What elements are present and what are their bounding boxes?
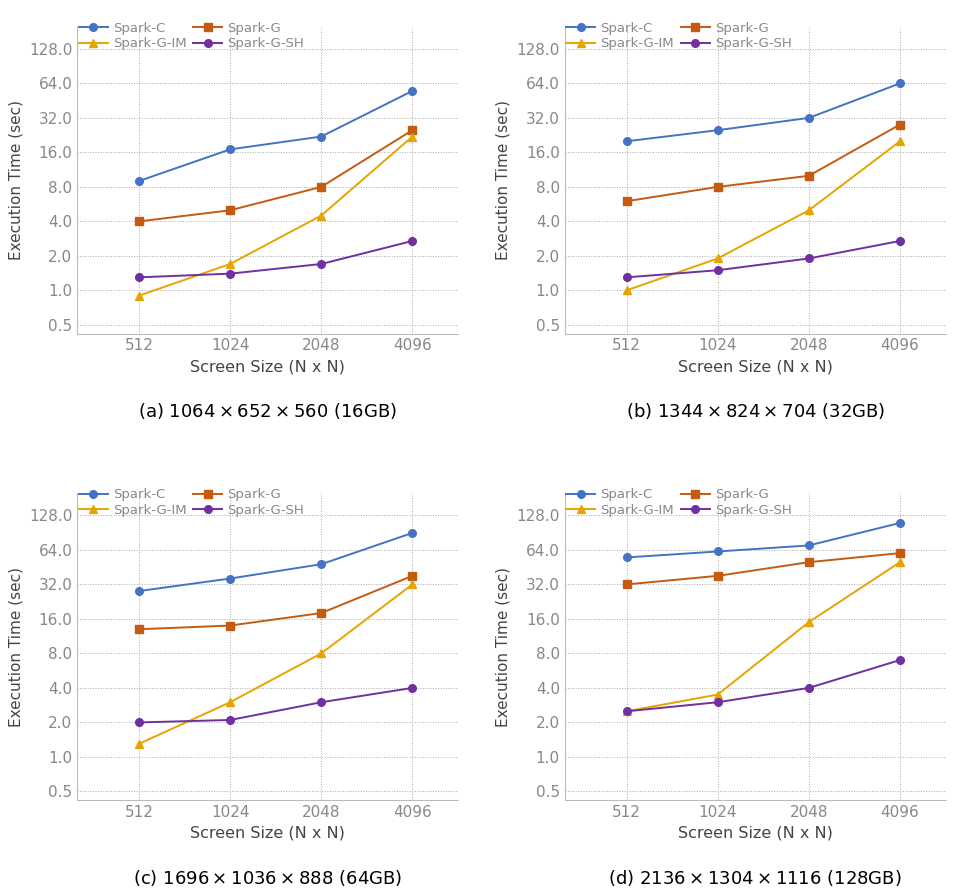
Line: Spark-G: Spark-G xyxy=(622,549,904,589)
Spark-G-SH xyxy=(406,683,418,693)
Spark-G-IM xyxy=(406,579,418,589)
Spark-C xyxy=(620,136,632,147)
Spark-G-IM xyxy=(895,557,906,567)
Spark-G-SH xyxy=(712,697,724,708)
Text: (a) $1064 \times 652 \times 560$ (16GB): (a) $1064 \times 652 \times 560$ (16GB) xyxy=(138,401,398,421)
Spark-C xyxy=(803,113,814,124)
Spark-G-IM xyxy=(316,648,327,659)
Spark-G-IM xyxy=(803,617,814,628)
Legend: Spark-C, Spark-G-IM, Spark-G, Spark-G-SH: Spark-C, Spark-G-IM, Spark-G, Spark-G-SH xyxy=(77,20,305,52)
Spark-G xyxy=(712,571,724,581)
Spark-G-IM xyxy=(406,132,418,142)
Line: Spark-C: Spark-C xyxy=(622,519,904,561)
Spark-G xyxy=(620,579,632,589)
Line: Spark-G: Spark-G xyxy=(135,126,416,225)
Spark-C xyxy=(620,552,632,563)
Spark-G-IM xyxy=(224,697,235,708)
Spark-G-SH xyxy=(224,715,235,725)
Legend: Spark-C, Spark-G-IM, Spark-G, Spark-G-SH: Spark-C, Spark-G-IM, Spark-G, Spark-G-SH xyxy=(77,487,305,518)
Line: Spark-G: Spark-G xyxy=(622,121,904,205)
Spark-G-SH xyxy=(133,272,145,283)
Spark-G xyxy=(406,571,418,581)
Spark-G xyxy=(224,205,235,216)
Y-axis label: Execution Time (sec): Execution Time (sec) xyxy=(9,566,23,726)
Spark-G-SH xyxy=(895,654,906,665)
Spark-G xyxy=(224,621,235,631)
Spark-G xyxy=(316,181,327,192)
Spark-C xyxy=(133,586,145,597)
Spark-G-SH xyxy=(620,272,632,283)
Spark-G-IM xyxy=(620,285,632,296)
Spark-G-SH xyxy=(316,259,327,269)
Line: Spark-G-IM: Spark-G-IM xyxy=(135,132,416,300)
Spark-G xyxy=(316,608,327,619)
Line: Spark-G: Spark-G xyxy=(135,572,416,633)
Spark-G-IM xyxy=(133,739,145,749)
Spark-C xyxy=(224,144,235,155)
Spark-G xyxy=(803,171,814,181)
Spark-G xyxy=(895,548,906,558)
Legend: Spark-C, Spark-G-IM, Spark-G, Spark-G-SH: Spark-C, Spark-G-IM, Spark-G, Spark-G-SH xyxy=(565,487,793,518)
Line: Spark-G-SH: Spark-G-SH xyxy=(135,237,416,281)
Line: Spark-C: Spark-C xyxy=(622,80,904,145)
Text: (b) $1344 \times 824 \times 704$ (32GB): (b) $1344 \times 824 \times 704$ (32GB) xyxy=(625,401,885,421)
Spark-G-SH xyxy=(620,706,632,717)
Spark-G-SH xyxy=(803,253,814,264)
Line: Spark-G-SH: Spark-G-SH xyxy=(622,656,904,715)
Line: Spark-C: Spark-C xyxy=(135,87,416,185)
Spark-G-SH xyxy=(803,683,814,693)
Line: Spark-G-SH: Spark-G-SH xyxy=(135,685,416,726)
Spark-G-SH xyxy=(406,236,418,246)
Spark-G-SH xyxy=(712,265,724,276)
Spark-C xyxy=(712,124,724,135)
Spark-G-IM xyxy=(224,259,235,269)
Legend: Spark-C, Spark-G-IM, Spark-G, Spark-G-SH: Spark-C, Spark-G-IM, Spark-G, Spark-G-SH xyxy=(565,20,793,52)
Spark-C xyxy=(406,85,418,96)
Line: Spark-G-IM: Spark-G-IM xyxy=(135,581,416,748)
Spark-C xyxy=(224,573,235,584)
X-axis label: Screen Size (N x N): Screen Size (N x N) xyxy=(190,826,345,840)
Y-axis label: Execution Time (sec): Execution Time (sec) xyxy=(496,566,511,726)
Spark-C xyxy=(316,132,327,142)
X-axis label: Screen Size (N x N): Screen Size (N x N) xyxy=(677,826,833,840)
Spark-G-SH xyxy=(316,697,327,708)
Text: (c) $1696 \times 1036 \times 888$ (64GB): (c) $1696 \times 1036 \times 888$ (64GB) xyxy=(133,868,402,887)
Spark-G xyxy=(895,119,906,130)
Line: Spark-G-SH: Spark-G-SH xyxy=(622,237,904,281)
X-axis label: Screen Size (N x N): Screen Size (N x N) xyxy=(677,359,833,374)
Spark-G-IM xyxy=(133,291,145,301)
Y-axis label: Execution Time (sec): Execution Time (sec) xyxy=(9,100,23,260)
Spark-G-IM xyxy=(895,136,906,147)
Spark-C xyxy=(406,527,418,538)
Spark-G xyxy=(133,216,145,227)
Spark-G xyxy=(712,181,724,192)
Spark-G-IM xyxy=(803,205,814,216)
Spark-C xyxy=(133,176,145,187)
Y-axis label: Execution Time (sec): Execution Time (sec) xyxy=(496,100,511,260)
Spark-G xyxy=(803,557,814,567)
Spark-C xyxy=(712,546,724,557)
Spark-C xyxy=(895,517,906,528)
X-axis label: Screen Size (N x N): Screen Size (N x N) xyxy=(190,359,345,374)
Spark-G-IM xyxy=(620,706,632,717)
Line: Spark-G-IM: Spark-G-IM xyxy=(622,138,904,294)
Spark-C xyxy=(316,559,327,570)
Line: Spark-C: Spark-C xyxy=(135,529,416,595)
Line: Spark-G-IM: Spark-G-IM xyxy=(622,558,904,715)
Spark-G xyxy=(133,624,145,635)
Spark-G xyxy=(406,124,418,135)
Spark-C xyxy=(895,78,906,89)
Spark-G-IM xyxy=(712,689,724,700)
Spark-G-SH xyxy=(895,236,906,246)
Spark-C xyxy=(803,541,814,551)
Spark-G-IM xyxy=(712,253,724,264)
Spark-G-IM xyxy=(316,210,327,220)
Text: (d) $2136 \times 1304 \times 1116$ (128GB): (d) $2136 \times 1304 \times 1116$ (128G… xyxy=(608,868,902,887)
Spark-G xyxy=(620,196,632,206)
Spark-G-SH xyxy=(133,717,145,728)
Spark-G-SH xyxy=(224,268,235,279)
